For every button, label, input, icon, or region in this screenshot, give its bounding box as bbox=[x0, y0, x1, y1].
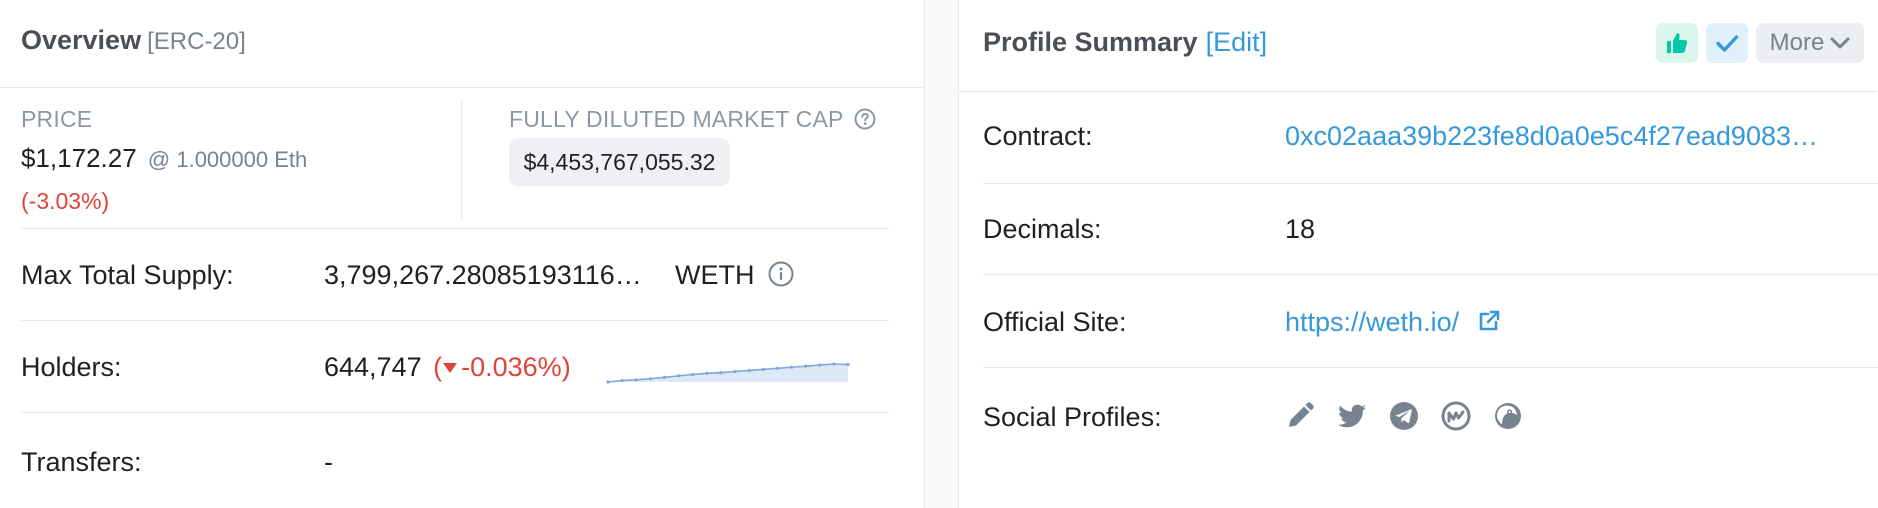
decimals-value: 18 bbox=[1285, 214, 1316, 244]
market-cap-label-text: FULLY DILUTED MARKET CAP bbox=[509, 106, 844, 132]
more-label: More bbox=[1769, 29, 1825, 56]
overview-title-text: Overview bbox=[21, 25, 142, 55]
sparkline-point bbox=[719, 371, 723, 375]
sparkline-point bbox=[606, 380, 610, 384]
info-circle-icon[interactable] bbox=[768, 261, 794, 287]
transfers-value: - bbox=[324, 447, 333, 477]
official-site-row: https://weth.io/ bbox=[1285, 307, 1501, 338]
coingecko-icon[interactable] bbox=[1493, 401, 1523, 431]
divider bbox=[983, 274, 1878, 275]
divider bbox=[983, 367, 1878, 368]
profile-header: Profile Summary [Edit] More bbox=[959, 0, 1877, 92]
holders-change: (-0.036%) bbox=[433, 352, 571, 382]
thumbs-up-icon bbox=[1665, 31, 1689, 55]
contract-label: Contract: bbox=[983, 121, 1093, 151]
overview-card: Overview [ERC-20] PRICE $1,172.27 @ 1.000… bbox=[0, 0, 925, 508]
token-symbol: WETH bbox=[675, 260, 755, 290]
holders-change-value: -0.036% bbox=[461, 352, 562, 382]
profile-title-text: Profile Summary bbox=[983, 27, 1198, 57]
social-profiles-label: Social Profiles: bbox=[983, 402, 1162, 432]
sparkline-point bbox=[705, 371, 709, 375]
holders-sparkline bbox=[606, 362, 850, 384]
sparkline-line bbox=[607, 363, 849, 383]
sparkline-point bbox=[832, 362, 836, 366]
profile-summary-card: Profile Summary [Edit] More Contract: 0xc… bbox=[958, 0, 1878, 508]
chevron-down-icon bbox=[1830, 36, 1850, 50]
max-supply-label: Max Total Supply: bbox=[21, 260, 234, 290]
sparkline-point bbox=[634, 378, 638, 382]
contract-address-link[interactable]: 0xc02aaa39b223fe8d0a0e5c4f27ead9083… bbox=[1285, 121, 1818, 151]
edit-link[interactable]: [Edit] bbox=[1205, 27, 1268, 57]
overview-title: Overview [ERC-20] bbox=[21, 25, 246, 56]
verified-button[interactable] bbox=[1706, 23, 1748, 63]
price-value: $1,172.27 bbox=[21, 143, 137, 173]
price-value-row: $1,172.27 @ 1.000000 Eth bbox=[21, 143, 307, 174]
holders-value-row: 644,747 (-0.036%) bbox=[324, 352, 571, 383]
market-cap-label: FULLY DILUTED MARKET CAP bbox=[509, 106, 876, 133]
official-site-label: Official Site: bbox=[983, 307, 1127, 337]
price-eth-rate: @ 1.000000 Eth bbox=[147, 147, 308, 172]
divider bbox=[983, 183, 1878, 184]
price-change: (-3.03%) bbox=[21, 188, 110, 214]
check-icon bbox=[1715, 31, 1739, 55]
telegram-icon[interactable] bbox=[1389, 401, 1419, 431]
external-link-icon[interactable] bbox=[1477, 309, 1501, 333]
reputation-button[interactable] bbox=[1656, 23, 1698, 63]
transfers-label: Transfers: bbox=[21, 447, 142, 477]
sparkline-point bbox=[648, 377, 652, 381]
price-label: PRICE bbox=[21, 106, 93, 132]
sparkline-point bbox=[662, 375, 667, 379]
price-divider bbox=[461, 100, 462, 220]
sparkline-point bbox=[747, 368, 751, 373]
max-supply-value: 3,799,267.28085193116… bbox=[324, 260, 642, 290]
holders-label: Holders: bbox=[21, 352, 122, 382]
decimals-label: Decimals: bbox=[983, 214, 1102, 244]
divider bbox=[21, 412, 889, 413]
sparkline-point bbox=[761, 367, 765, 371]
sparkline-point bbox=[733, 369, 737, 374]
sparkline-point bbox=[789, 365, 794, 369]
sparkline-point bbox=[620, 378, 624, 383]
social-icons-row bbox=[1285, 401, 1523, 431]
max-supply-symbol-row: WETH bbox=[675, 260, 794, 291]
more-dropdown-button[interactable]: More bbox=[1756, 23, 1864, 63]
twitter-icon[interactable] bbox=[1337, 402, 1367, 430]
question-circle-icon[interactable] bbox=[854, 108, 876, 130]
official-site-link[interactable]: https://weth.io/ bbox=[1285, 307, 1460, 337]
pencil-icon[interactable] bbox=[1285, 401, 1315, 431]
caret-down-icon bbox=[442, 362, 458, 374]
divider bbox=[21, 320, 889, 321]
overview-header: Overview [ERC-20] bbox=[0, 0, 924, 88]
sparkline-point bbox=[691, 372, 695, 377]
sparkline-point bbox=[818, 363, 822, 367]
sparkline-point bbox=[846, 362, 850, 367]
sparkline-point bbox=[775, 366, 780, 370]
market-cap-value: $4,453,767,055.32 bbox=[509, 138, 730, 186]
holders-value: 644,747 bbox=[324, 352, 422, 382]
divider bbox=[21, 228, 889, 229]
sparkline-point bbox=[804, 364, 808, 368]
coinmarketcap-icon[interactable] bbox=[1441, 401, 1471, 431]
sparkline-point bbox=[676, 374, 681, 378]
token-standard-badge: [ERC-20] bbox=[147, 28, 246, 55]
profile-title: Profile Summary [Edit] bbox=[983, 27, 1267, 58]
